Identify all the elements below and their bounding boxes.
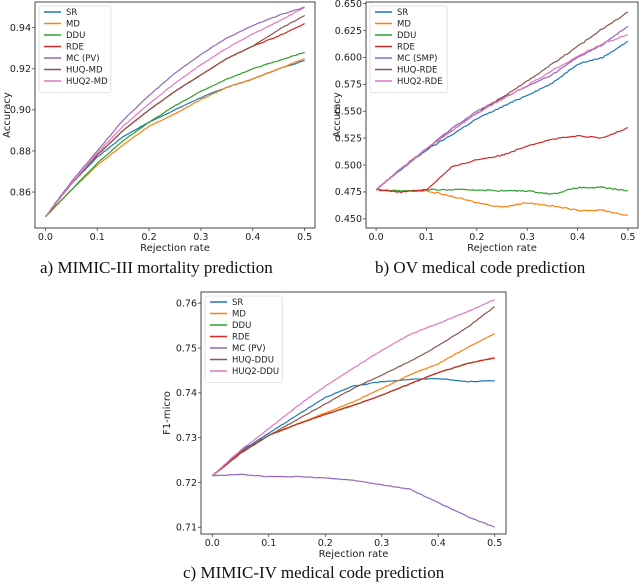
plot-area bbox=[375, 11, 629, 217]
x-tick-label: 0.2 bbox=[318, 538, 333, 549]
y-tick-label: 0.88 bbox=[10, 146, 31, 157]
y-tick-label: 0.76 bbox=[176, 299, 197, 310]
legend-label: HUQ2-DDU bbox=[232, 367, 279, 377]
y-tick-label: 0.600 bbox=[335, 53, 362, 64]
x-tick-label: 0.0 bbox=[369, 232, 384, 243]
y-tick-label: 0.625 bbox=[335, 26, 362, 37]
legend-label: HUQ-MD bbox=[66, 66, 103, 76]
legend-label: SR bbox=[397, 8, 408, 18]
chart-c: 0.0 0.1 0.2 0.3 0.4 0.5 0.71 0.72 0.73 0.74 0.75 0.… bbox=[162, 291, 507, 560]
legend-label: HUQ-RDE bbox=[397, 66, 437, 76]
legend-label: MC (PV) bbox=[66, 54, 100, 64]
legend-label: RDE bbox=[397, 43, 415, 53]
x-tick-label: 0.2 bbox=[142, 232, 157, 243]
legend-box bbox=[38, 5, 112, 93]
x-tick-label: 0.4 bbox=[245, 232, 260, 243]
y-tick-label: 0.94 bbox=[10, 23, 31, 34]
legend-label: HUQ2-RDE bbox=[397, 77, 443, 87]
x-tick-label: 0.1 bbox=[261, 538, 276, 549]
x-tick-label: 0.1 bbox=[419, 232, 434, 243]
axes-frame bbox=[200, 291, 507, 535]
legend-label: DDU bbox=[66, 31, 85, 41]
y-tick-label: 0.550 bbox=[335, 107, 362, 118]
caption-c: c) MIMIC-IV medical code prediction bbox=[183, 563, 445, 582]
series-line-sr bbox=[211, 377, 495, 477]
legend-label: DDU bbox=[232, 321, 251, 331]
x-tick-label: 0.5 bbox=[487, 538, 502, 549]
plot-area bbox=[44, 6, 305, 218]
x-axis-label: Rejection rate bbox=[140, 243, 210, 254]
x-tick-label: 0.1 bbox=[90, 232, 105, 243]
y-axis-label: Accuracy bbox=[2, 92, 13, 138]
legend-label: MC (PV) bbox=[232, 344, 266, 354]
x-axis-label: Rejection rate bbox=[319, 549, 389, 560]
x-tick-label: 0.5 bbox=[620, 232, 635, 243]
y-tick-label: 0.525 bbox=[335, 133, 362, 144]
legend-label: MC (SMP) bbox=[397, 54, 437, 64]
series-line-mc-pv- bbox=[212, 473, 495, 528]
y-tick-label: 0.71 bbox=[176, 523, 197, 534]
axes-frame bbox=[34, 1, 316, 229]
legend-label: HUQ-DDU bbox=[232, 356, 274, 366]
axes-frame bbox=[365, 1, 639, 229]
series-line-huq-md bbox=[44, 14, 305, 218]
series-line-md bbox=[44, 57, 305, 218]
y-tick-label: 0.92 bbox=[10, 64, 31, 75]
series-line-rde bbox=[375, 126, 629, 194]
x-tick-label: 0.3 bbox=[193, 232, 208, 243]
chart-a: 0.0 0.1 0.2 0.3 0.4 0.5 0.86 0.88 0.90 0.92 0.94 Re… bbox=[2, 1, 316, 254]
series-line-huq2-md bbox=[44, 6, 305, 218]
y-tick-label: 0.73 bbox=[176, 433, 197, 444]
y-tick-label: 0.650 bbox=[335, 0, 362, 10]
y-tick-label: 0.500 bbox=[335, 160, 362, 171]
caption-b: b) OV medical code prediction bbox=[375, 258, 586, 277]
series-line-huq-ddu bbox=[211, 306, 496, 477]
legend-label: MD bbox=[66, 20, 80, 30]
x-tick-label: 0.3 bbox=[374, 538, 389, 549]
legend-label: DDU bbox=[397, 31, 416, 41]
series-line-ddu bbox=[375, 186, 628, 195]
x-tick-label: 0.4 bbox=[570, 232, 585, 243]
y-axis-label: F1-micro bbox=[162, 391, 173, 435]
legend-label: MD bbox=[397, 20, 411, 30]
y-tick-label: 0.75 bbox=[176, 343, 197, 354]
legend-label: SR bbox=[66, 8, 77, 18]
x-tick-label: 0.2 bbox=[469, 232, 484, 243]
series-line-ddu bbox=[44, 51, 305, 218]
legend-label: SR bbox=[232, 298, 243, 308]
legend-label: MD bbox=[232, 310, 246, 320]
x-tick-label: 0.0 bbox=[38, 232, 53, 243]
x-tick-label: 0.4 bbox=[431, 538, 446, 549]
y-tick-label: 0.72 bbox=[176, 478, 197, 489]
x-tick-label: 0.3 bbox=[520, 232, 535, 243]
series-line-huq2-rde bbox=[375, 34, 629, 191]
plot-area bbox=[211, 299, 496, 528]
y-tick-label: 0.575 bbox=[335, 80, 362, 91]
series-line-huq2-ddu bbox=[211, 299, 495, 477]
x-tick-label: 0.5 bbox=[297, 232, 312, 243]
legend-label: RDE bbox=[66, 43, 84, 53]
legend-box bbox=[369, 5, 448, 93]
y-axis-label: Accuracy bbox=[332, 92, 343, 138]
legend-box bbox=[204, 295, 283, 383]
y-tick-label: 0.86 bbox=[10, 187, 31, 198]
y-tick-label: 0.450 bbox=[335, 214, 362, 225]
series-line-mc-pv- bbox=[44, 6, 305, 218]
caption-a: a) MIMIC-III mortality prediction bbox=[40, 258, 273, 277]
y-tick-label: 0.90 bbox=[10, 105, 31, 116]
legend-label: HUQ2-MD bbox=[66, 77, 108, 87]
chart-b: 0.0 0.1 0.2 0.3 0.4 0.5 0.450 0.475 0.500 0.525 0.… bbox=[332, 0, 639, 254]
y-tick-label: 0.475 bbox=[335, 187, 362, 198]
x-tick-label: 0.0 bbox=[205, 538, 220, 549]
x-axis-label: Rejection rate bbox=[467, 243, 537, 254]
legend-label: RDE bbox=[232, 333, 250, 343]
series-line-md bbox=[375, 188, 629, 217]
y-tick-label: 0.74 bbox=[176, 388, 197, 399]
